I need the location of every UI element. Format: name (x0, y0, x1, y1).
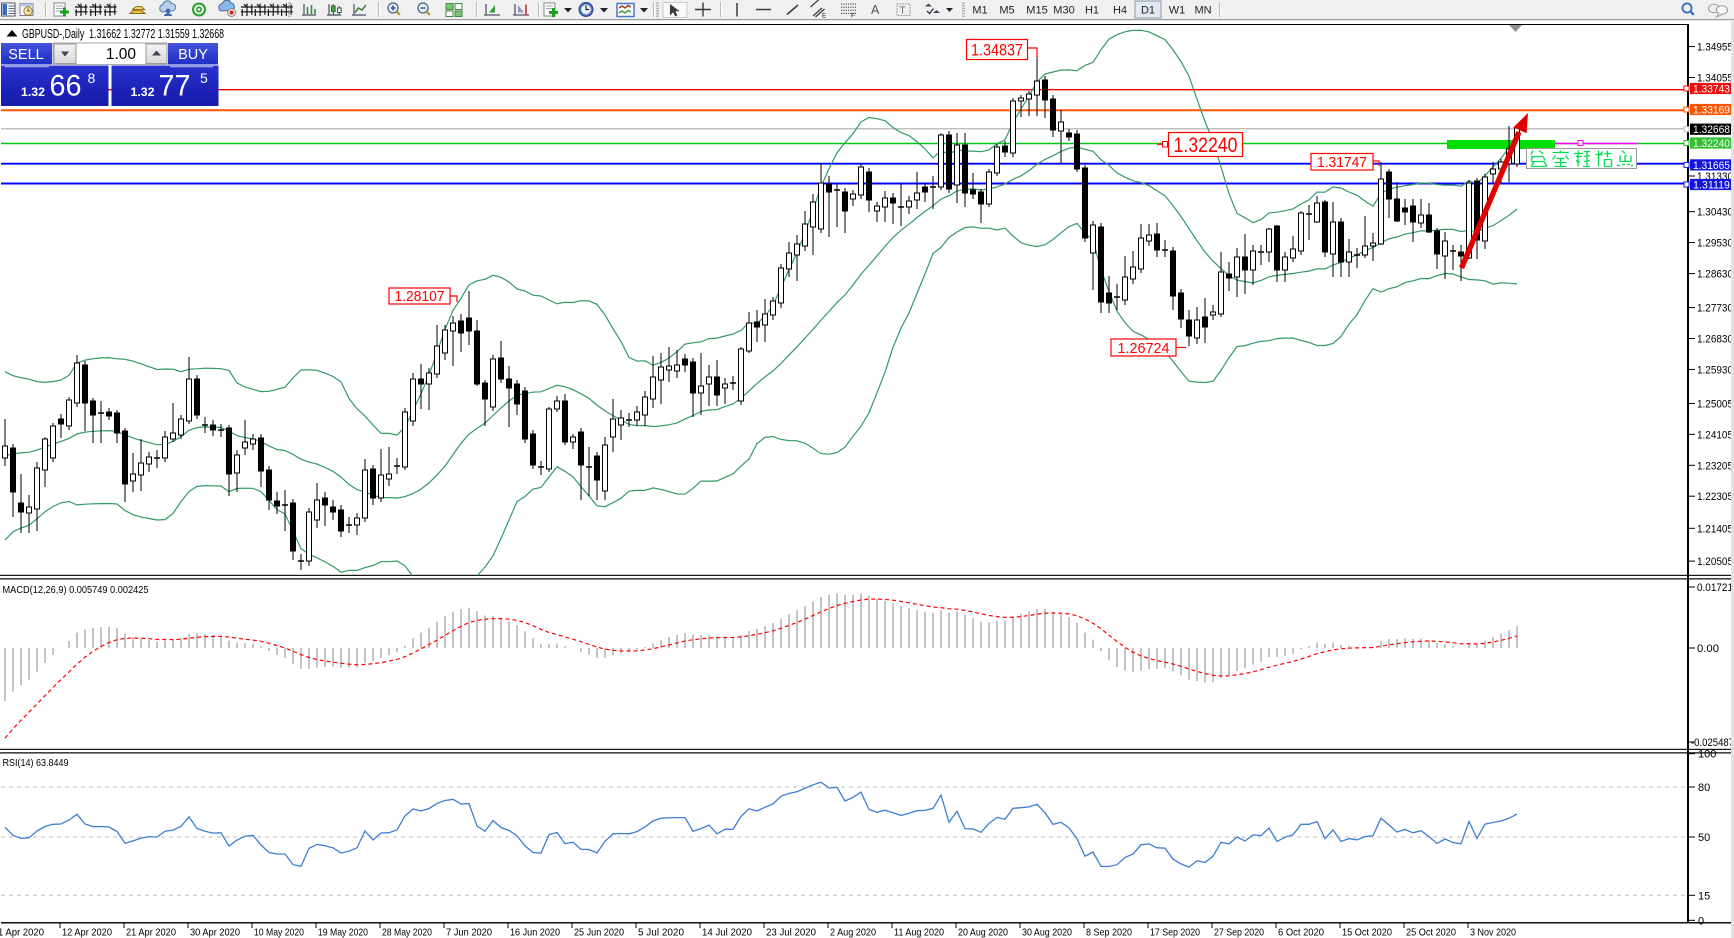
svg-text:0.00: 0.00 (1697, 643, 1719, 655)
svg-text:8 Sep 2020: 8 Sep 2020 (1086, 927, 1132, 938)
svg-text:20 Aug 2020: 20 Aug 2020 (958, 927, 1008, 938)
svg-text:12 Apr 2020: 12 Apr 2020 (62, 927, 112, 938)
svg-text:21 Apr 2020: 21 Apr 2020 (126, 927, 176, 938)
svg-text:1.32: 1.32 (131, 85, 155, 99)
svg-text:10 May 2020: 10 May 2020 (254, 927, 304, 938)
svg-text:0.01721: 0.01721 (1697, 582, 1733, 594)
svg-text:25 Jun 2020: 25 Jun 2020 (574, 927, 624, 938)
svg-text:M5: M5 (999, 5, 1014, 17)
svg-text:W1: W1 (1169, 5, 1186, 17)
svg-text:1.34837: 1.34837 (971, 41, 1023, 59)
svg-text:GBPUSD-,Daily 1.31662 1.32772: GBPUSD-,Daily 1.31662 1.32772 1.31559 1.… (22, 27, 224, 41)
svg-text:14 Jul 2020: 14 Jul 2020 (702, 927, 752, 938)
svg-text:100: 100 (1698, 749, 1716, 761)
svg-text:1.33169: 1.33169 (1693, 105, 1730, 117)
svg-text:M30: M30 (1053, 5, 1074, 17)
svg-text:16 Jun 2020: 16 Jun 2020 (510, 927, 560, 938)
svg-text:1.25005: 1.25005 (1697, 398, 1733, 410)
svg-text:11 Aug 2020: 11 Aug 2020 (894, 927, 944, 938)
svg-text:77: 77 (159, 70, 191, 103)
svg-text:BUY: BUY (178, 47, 208, 63)
svg-text:1.26724: 1.26724 (1118, 340, 1170, 357)
svg-text:1.34955: 1.34955 (1697, 42, 1733, 54)
svg-text:M1: M1 (972, 5, 987, 17)
svg-text:1.31665: 1.31665 (1693, 160, 1730, 172)
svg-text:50: 50 (1698, 832, 1710, 844)
svg-text:3 Nov 2020: 3 Nov 2020 (1470, 927, 1516, 938)
svg-text:17 Sep 2020: 17 Sep 2020 (1150, 927, 1200, 938)
svg-text:15: 15 (1698, 890, 1710, 902)
svg-text:5 Jul 2020: 5 Jul 2020 (638, 927, 684, 938)
svg-text:H4: H4 (1113, 5, 1127, 17)
svg-text:E: E (822, 13, 827, 20)
svg-text:8: 8 (88, 70, 96, 86)
svg-text:1.20505: 1.20505 (1697, 556, 1733, 568)
svg-text:1.24105: 1.24105 (1697, 429, 1733, 441)
svg-text:1.31119: 1.31119 (1693, 180, 1730, 192)
svg-text:30 Apr 2020: 30 Apr 2020 (190, 927, 240, 938)
svg-text:1.29530: 1.29530 (1697, 238, 1733, 250)
svg-text:30 Aug 2020: 30 Aug 2020 (1022, 927, 1072, 938)
svg-text:2 Aug 2020: 2 Aug 2020 (830, 927, 876, 938)
svg-text:D1: D1 (1141, 5, 1155, 17)
svg-text:1.32240: 1.32240 (1693, 138, 1730, 150)
svg-text:19 May 2020: 19 May 2020 (318, 927, 368, 938)
svg-text:1.26830: 1.26830 (1697, 334, 1733, 346)
svg-text:7 Jun 2020: 7 Jun 2020 (446, 927, 492, 938)
svg-text:MACD(12,26,9) 0.005749 0.00242: MACD(12,26,9) 0.005749 0.002425 (3, 584, 149, 596)
svg-text:SELL: SELL (8, 47, 43, 63)
svg-text:1.31747: 1.31747 (1317, 155, 1367, 171)
svg-text:A: A (871, 3, 880, 17)
svg-text:80: 80 (1698, 782, 1710, 794)
svg-text:1.23205: 1.23205 (1697, 460, 1733, 472)
svg-text:27 Sep 2020: 27 Sep 2020 (1214, 927, 1264, 938)
svg-text:1.34055: 1.34055 (1697, 73, 1733, 85)
svg-text:5: 5 (200, 70, 208, 86)
svg-text:M15: M15 (1026, 5, 1047, 17)
svg-text:1 Apr 2020: 1 Apr 2020 (0, 927, 44, 938)
svg-text:-0.025487: -0.025487 (1691, 737, 1734, 749)
svg-text:MN: MN (1194, 5, 1211, 17)
svg-text:1.25930: 1.25930 (1697, 364, 1733, 376)
svg-text:15 Oct 2020: 15 Oct 2020 (1342, 927, 1392, 938)
svg-text:6 Oct 2020: 6 Oct 2020 (1278, 927, 1324, 938)
svg-text:66: 66 (50, 70, 82, 103)
svg-text:23 Jul 2020: 23 Jul 2020 (766, 927, 816, 938)
svg-text:1.32240: 1.32240 (1174, 134, 1238, 157)
svg-text:T: T (900, 6, 906, 17)
svg-text:1.28630: 1.28630 (1697, 269, 1733, 281)
svg-text:RSI(14) 63.8449: RSI(14) 63.8449 (3, 757, 69, 769)
svg-text:1.33743: 1.33743 (1693, 84, 1730, 96)
svg-text:1.21405: 1.21405 (1697, 523, 1733, 535)
svg-text:28 May 2020: 28 May 2020 (382, 927, 432, 938)
svg-text:1.22305: 1.22305 (1697, 491, 1733, 503)
svg-text:1.00: 1.00 (106, 46, 137, 63)
svg-text:0: 0 (1698, 915, 1704, 927)
svg-text:1.30430: 1.30430 (1697, 207, 1733, 219)
svg-text:1.28107: 1.28107 (395, 289, 445, 305)
svg-text:1.32: 1.32 (21, 85, 45, 99)
svg-text:H1: H1 (1085, 5, 1099, 17)
svg-text:25 Oct 2020: 25 Oct 2020 (1406, 927, 1456, 938)
svg-text:F: F (851, 13, 855, 20)
svg-text:1.32668: 1.32668 (1693, 124, 1730, 136)
svg-text:1.27730: 1.27730 (1697, 303, 1733, 315)
